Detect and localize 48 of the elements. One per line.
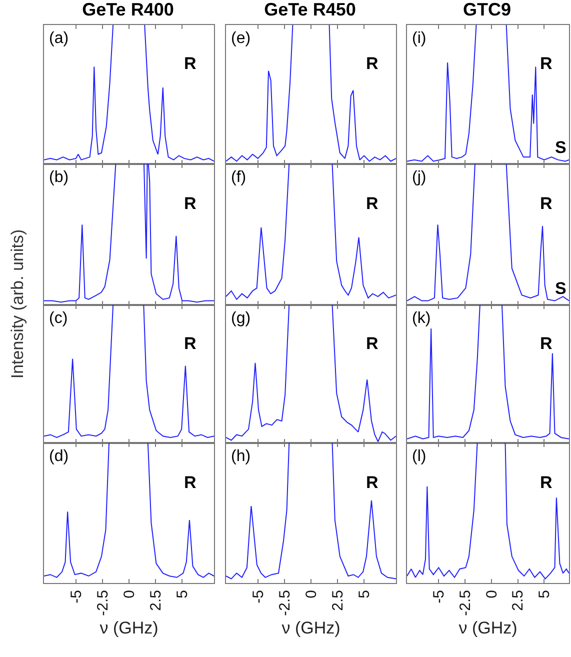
x-axis-title: ν (GHz) bbox=[458, 618, 518, 638]
annotation: R bbox=[184, 54, 196, 73]
chart-title: GTC9 bbox=[462, 0, 512, 20]
annotation: R bbox=[540, 54, 552, 73]
annotation: (h) bbox=[231, 448, 251, 465]
x-tick-label: -2.5 bbox=[276, 590, 294, 616]
x-tick-label: 0 bbox=[483, 590, 500, 598]
x-axis-title: ν (GHz) bbox=[100, 618, 158, 638]
annotation: R bbox=[540, 334, 552, 353]
annotation: R bbox=[540, 473, 552, 492]
annotation: R bbox=[184, 334, 196, 353]
annotation: (c) bbox=[49, 310, 68, 327]
x-tick-label: 2.5 bbox=[510, 590, 527, 611]
annotation: S bbox=[555, 279, 566, 298]
x-axis-title: ν (GHz) bbox=[282, 618, 340, 638]
x-tick-label: -5 bbox=[68, 590, 85, 604]
x-tick-label: 2.5 bbox=[329, 590, 346, 611]
x-tick-label: -5 bbox=[250, 590, 267, 604]
x-tick-label: 0 bbox=[120, 590, 138, 598]
annotation: (l) bbox=[412, 448, 426, 465]
x-tick-label: 5 bbox=[356, 590, 374, 598]
x-tick-label: 5 bbox=[536, 590, 554, 598]
annotation: (f) bbox=[231, 169, 246, 186]
x-tick-label: 0 bbox=[302, 590, 320, 598]
x-tick-label: 2.5 bbox=[147, 590, 164, 611]
annotation: R bbox=[366, 194, 378, 213]
x-tick-label: -5 bbox=[430, 590, 448, 604]
annotation: (i) bbox=[412, 30, 426, 47]
annotation: (k) bbox=[412, 310, 431, 327]
annotation: (b) bbox=[49, 169, 69, 186]
annotation: R bbox=[366, 334, 378, 353]
annotation: S bbox=[555, 138, 566, 157]
annotation: (a) bbox=[49, 30, 69, 47]
annotation: R bbox=[366, 54, 378, 73]
annotation: (g) bbox=[231, 310, 251, 327]
x-tick-label: -2.5 bbox=[456, 590, 474, 616]
annotation: (e) bbox=[231, 30, 251, 47]
x-tick-label: -2.5 bbox=[94, 590, 112, 616]
chart-title: GeTe R450 bbox=[264, 0, 356, 20]
annotation: R bbox=[540, 194, 552, 213]
annotation: R bbox=[366, 473, 378, 492]
chart-title: GeTe R400 bbox=[82, 0, 174, 20]
annotation: R bbox=[184, 194, 196, 213]
y-axis-title: Intensity (arb. units) bbox=[8, 229, 28, 379]
x-tick-label: 5 bbox=[174, 590, 192, 598]
annotation: (j) bbox=[412, 169, 426, 186]
annotation: (d) bbox=[49, 448, 69, 465]
annotation: R bbox=[184, 473, 196, 492]
